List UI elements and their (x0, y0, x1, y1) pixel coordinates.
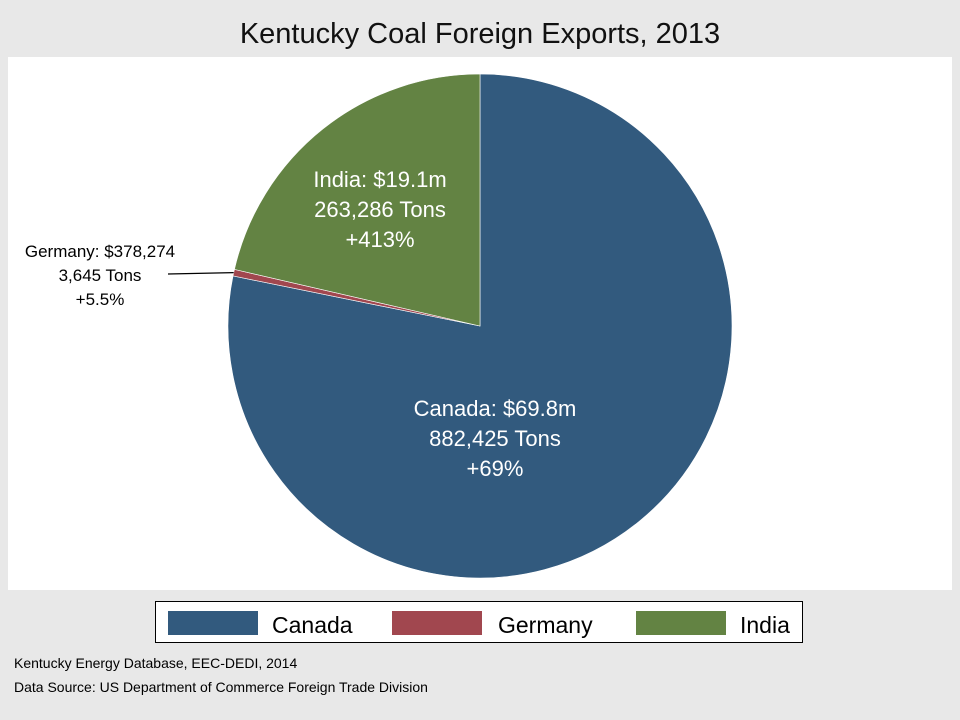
legend-label-canada: Canada (272, 612, 353, 638)
legend-label-india: India (740, 612, 790, 638)
pie-chart: Canada: $69.8m 882,425 Tons +69% India: $19… (25, 73, 733, 579)
india-data-label-line-2: 263,286 Tons (314, 197, 446, 222)
canada-data-label-line-1: Canada: $69.8m (414, 396, 577, 421)
germany-data-label-line-3: +5.5% (76, 290, 125, 309)
canada-data-label-line-3: +69% (467, 456, 524, 481)
legend: Canada Germany India (155, 601, 803, 643)
plot-area: Canada: $69.8m 882,425 Tons +69% India: $19… (8, 57, 952, 590)
legend-swatch-india (636, 611, 726, 635)
legend-label-germany: Germany (498, 612, 593, 638)
legend-swatch-germany (392, 611, 482, 635)
india-data-label-line-3: +413% (345, 227, 414, 252)
chart-title: Kentucky Coal Foreign Exports, 2013 (239, 18, 721, 50)
canada-data-label-line-2: 882,425 Tons (429, 426, 561, 451)
pie-slice-india (234, 73, 481, 327)
germany-data-label-line-2: 3,645 Tons (59, 266, 142, 285)
source-note-2: Data Source: US Department of Commerce F… (14, 679, 428, 695)
source-note-1: Kentucky Energy Database, EEC-DEDI, 2014 (14, 655, 298, 671)
germany-data-label-line-1: Germany: $378,274 (25, 242, 175, 261)
germany-leader-line (167, 272, 234, 275)
india-data-label-line-1: India: $19.1m (313, 167, 446, 192)
legend-swatch-canada (168, 611, 258, 635)
